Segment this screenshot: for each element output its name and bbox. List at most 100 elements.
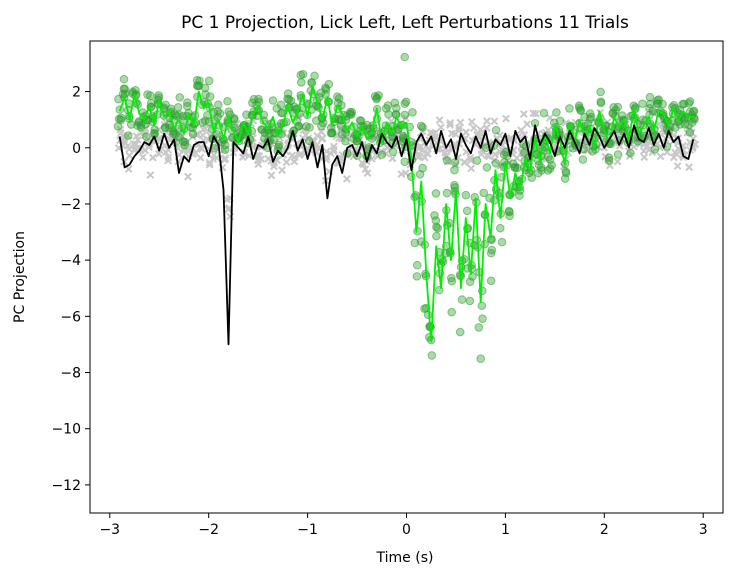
green-circle-marker [468, 272, 477, 281]
green-circle-marker [460, 254, 469, 264]
green-circle-marker [684, 99, 694, 108]
green-circle-marker [412, 272, 422, 281]
y-axis-ticks: −12 −10 −8 −6 −4 −2 0 2 [51, 85, 90, 494]
green-circle-marker [685, 128, 695, 137]
black-mean-line [118, 124, 695, 346]
gray-x-marker [148, 153, 157, 162]
x-tick-label: −1 [297, 522, 318, 538]
green-circle-marker [204, 76, 214, 86]
green-circle-marker [412, 260, 422, 270]
green-circle-marker [420, 304, 429, 313]
gray-x-marker [329, 147, 338, 156]
green-circle-marker [474, 323, 484, 332]
gray-x-marker [490, 117, 499, 126]
green-circle-marker [200, 83, 210, 93]
x-tick-label: 0 [402, 522, 411, 538]
green-circle-marker [317, 121, 326, 131]
green-circle-marker [321, 83, 330, 93]
green-circle-marker [480, 239, 489, 249]
green-circle-marker [613, 150, 623, 159]
green-circle-marker [465, 296, 475, 306]
green-circle-marker [160, 123, 170, 132]
x-tick-label: 2 [600, 522, 609, 538]
green-mean-line [118, 85, 694, 343]
green-circle-marker [626, 148, 635, 158]
green-circle-marker [143, 90, 152, 99]
gray-x-marker [223, 195, 232, 204]
gray-x-marker [164, 153, 173, 162]
gray-x-marker [196, 153, 205, 162]
green-circle-marker [215, 109, 225, 118]
green-circle-marker [142, 132, 151, 141]
green-circle-marker [565, 104, 574, 113]
green-circle-marker [650, 145, 660, 154]
green-circle-marker [552, 108, 561, 117]
gray-x-marker [435, 116, 444, 125]
gray-x-marker [318, 134, 326, 143]
green-circle-marker [346, 110, 356, 119]
green-circle-marker [248, 98, 257, 108]
gray-x-marker [467, 117, 476, 126]
green-circle-marker [114, 114, 124, 124]
gray-x-marker [198, 145, 206, 153]
gray-x-marker [456, 118, 465, 127]
green-circle-marker [175, 93, 185, 102]
gray-x-marker [123, 142, 132, 151]
mean-lines [118, 85, 695, 346]
gray-x-marker [278, 166, 286, 175]
green-circle-marker [406, 172, 416, 181]
gray-x-marker [125, 151, 134, 160]
green-circle-marker [631, 103, 640, 112]
chart-title: PC 1 Projection, Lick Left, Left Perturb… [181, 13, 629, 33]
green-circle-marker [613, 102, 623, 112]
green-circle-marker [561, 167, 571, 176]
green-circle-marker [136, 122, 146, 132]
gray-x-marker [689, 134, 698, 143]
green-circle-marker [596, 87, 605, 97]
green-circle-marker [352, 137, 362, 146]
green-circle-marker [430, 211, 439, 220]
gray-x-marker [342, 174, 351, 183]
gray-x-marker [491, 150, 500, 159]
green-circle-marker [478, 314, 487, 323]
green-circle-marker [486, 248, 496, 258]
gray-x-marker [420, 153, 429, 162]
gray-x-marker [462, 128, 470, 137]
green-circle-marker [545, 155, 555, 164]
green-circle-marker [124, 131, 133, 140]
gray-x-marker [672, 150, 681, 159]
green-circle-marker [415, 169, 425, 179]
green-circle-marker [461, 190, 471, 200]
gray-x-marker [314, 144, 322, 152]
gray-x-marker [685, 163, 694, 172]
green-circle-marker [294, 122, 304, 131]
gray-x-marker [673, 162, 682, 170]
gray-x-marker [519, 110, 528, 118]
green-circle-marker [400, 52, 410, 62]
gray-x-marker [640, 153, 649, 162]
y-tick-label: −8 [60, 366, 81, 382]
green-circle-marker [188, 129, 198, 139]
green-circle-marker [276, 100, 286, 110]
gray-x-marker [502, 114, 510, 123]
green-circle-marker [427, 351, 437, 360]
y-tick-label: 2 [72, 85, 81, 101]
green-circle-marker [410, 238, 420, 248]
green-circle-marker [486, 276, 496, 286]
x-axis-ticks: −3 −2 −1 0 1 2 3 [99, 513, 708, 538]
gray-x-marker [415, 152, 424, 161]
gray-x-marker [469, 124, 478, 132]
gray-x-marker [446, 121, 454, 129]
green-circle-marker [269, 135, 278, 144]
green-circle-marker [333, 92, 342, 102]
green-circle-marker [341, 136, 350, 146]
green-circle-marker [491, 159, 501, 168]
gray-x-marker [133, 136, 142, 144]
gray-x-marker [451, 160, 460, 169]
green-circle-marker [268, 96, 278, 105]
gray-x-marker [437, 123, 445, 132]
gray-x-marker [361, 165, 370, 174]
gray-x-marker [184, 172, 192, 181]
y-tick-label: −10 [51, 422, 81, 438]
